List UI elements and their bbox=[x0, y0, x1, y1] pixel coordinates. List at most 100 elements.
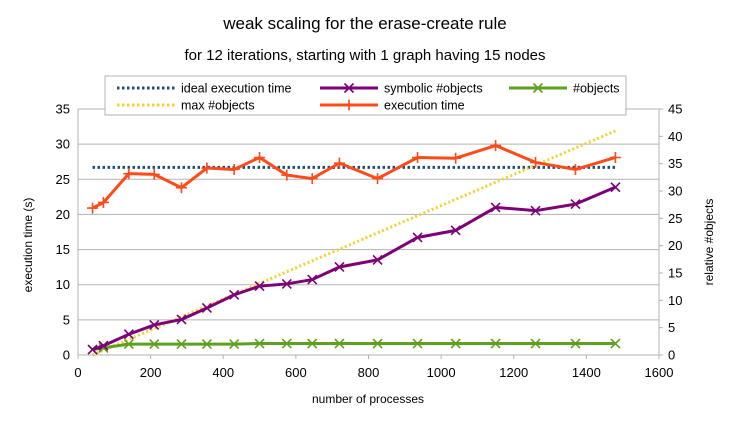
data-point-symbolic-objects bbox=[450, 225, 461, 236]
y2-tick-label: 0 bbox=[668, 348, 675, 363]
y-tick-label: 35 bbox=[56, 102, 70, 117]
legend-marker bbox=[343, 99, 355, 111]
data-point-symbolic-objects bbox=[149, 319, 160, 330]
x-tick-label: 800 bbox=[358, 365, 380, 380]
data-point-objects bbox=[201, 339, 212, 350]
legend-box bbox=[104, 75, 627, 116]
series-line-execution-time bbox=[91, 144, 616, 210]
data-point-execution-time bbox=[254, 151, 266, 163]
x-tick-label: 600 bbox=[285, 365, 307, 380]
legend-item-symbolic-objects: symbolic #objects bbox=[320, 82, 483, 96]
y2-tick-label: 10 bbox=[668, 293, 682, 308]
data-point-symbolic-objects bbox=[490, 202, 501, 213]
data-point-objects bbox=[530, 338, 541, 349]
data-point-symbolic-objects bbox=[229, 289, 240, 300]
series-line-objects bbox=[92, 342, 616, 352]
data-point-symbolic-objects bbox=[372, 254, 383, 265]
y2-tick-label: 35 bbox=[668, 156, 682, 171]
data-point-symbolic-objects bbox=[530, 205, 541, 216]
y-tick-label: 25 bbox=[56, 172, 70, 187]
chart-subtitle: for 12 iterations, starting with 1 graph… bbox=[184, 47, 545, 64]
data-point-execution-time bbox=[228, 163, 240, 175]
plot-area bbox=[87, 129, 621, 357]
x-tick-label: 1200 bbox=[499, 365, 528, 380]
data-point-symbolic-objects bbox=[334, 261, 345, 273]
data-point-symbolic-objects bbox=[201, 302, 212, 314]
data-point-symbolic-objects bbox=[412, 232, 423, 243]
axes: 0 5 10 15 20 25 30 35 0 5 10 15 20 25 30 35 40 45 0 200 400 6… bbox=[56, 102, 683, 381]
data-point-execution-time bbox=[175, 182, 187, 194]
legend-item-execution-time: execution time bbox=[320, 99, 465, 113]
x-tick-label: 200 bbox=[140, 365, 162, 380]
series-execution-time bbox=[87, 140, 621, 214]
data-point-execution-time bbox=[412, 151, 424, 163]
legend-marker bbox=[532, 82, 544, 94]
data-point-objects bbox=[372, 338, 383, 349]
y2-tick-label: 5 bbox=[668, 320, 675, 335]
data-point-objects bbox=[450, 338, 461, 349]
data-point-symbolic-objects bbox=[570, 199, 581, 210]
legend-item-ideal-execution-time: ideal execution time bbox=[117, 82, 292, 96]
y2-tick-label: 40 bbox=[668, 129, 682, 144]
data-point-execution-time bbox=[281, 169, 293, 181]
x-tick-label: 1000 bbox=[427, 365, 456, 380]
series-line-symbolic-objects bbox=[92, 185, 617, 351]
data-point-execution-time bbox=[201, 162, 213, 174]
legend: ideal execution time symbolic #objects #ob… bbox=[104, 75, 627, 116]
legend-label: execution time bbox=[384, 99, 465, 113]
y2-tick-label: 20 bbox=[668, 238, 682, 253]
y2-tick-label: 45 bbox=[668, 102, 682, 117]
data-point-objects bbox=[570, 338, 581, 349]
data-point-objects bbox=[149, 339, 160, 350]
x-tick-label: 0 bbox=[74, 365, 81, 380]
legend-item-max-objects: max #objects bbox=[117, 99, 255, 113]
data-point-objects bbox=[490, 338, 501, 349]
y-tick-label: 5 bbox=[63, 312, 70, 327]
data-point-execution-time bbox=[148, 168, 160, 180]
y-tick-label: 10 bbox=[56, 277, 70, 292]
x-tick-label: 1400 bbox=[572, 365, 601, 380]
y2-axis-title: relative #objects bbox=[702, 199, 716, 286]
y2-tick-label: 25 bbox=[668, 211, 682, 226]
x-axis-title: number of processes bbox=[312, 392, 424, 406]
data-point-symbolic-objects bbox=[254, 281, 265, 292]
data-point-objects bbox=[176, 339, 187, 350]
data-point-symbolic-objects bbox=[610, 182, 621, 193]
data-point-symbolic-objects bbox=[307, 274, 318, 285]
data-point-symbolic-objects bbox=[87, 344, 98, 355]
data-point-execution-time bbox=[490, 140, 502, 152]
data-point-symbolic-objects bbox=[98, 340, 109, 351]
series-objects bbox=[87, 338, 621, 355]
data-point-objects bbox=[229, 339, 240, 350]
y2-tick-label: 30 bbox=[668, 184, 682, 199]
grid bbox=[78, 108, 659, 356]
data-point-objects bbox=[307, 338, 318, 349]
data-point-objects bbox=[281, 338, 292, 349]
legend-item-objects: #objects bbox=[509, 82, 620, 96]
x-tick-label: 400 bbox=[212, 365, 234, 380]
data-point-symbolic-objects bbox=[176, 314, 187, 325]
data-point-objects bbox=[123, 339, 134, 350]
data-point-execution-time bbox=[97, 196, 109, 208]
data-point-execution-time bbox=[87, 202, 99, 214]
data-point-objects bbox=[412, 338, 423, 349]
legend-marker bbox=[343, 82, 355, 94]
y-tick-label: 20 bbox=[56, 207, 70, 222]
chart-title: weak scaling for the erase-create rule bbox=[222, 14, 506, 33]
y-tick-label: 30 bbox=[56, 137, 70, 152]
legend-label: ideal execution time bbox=[181, 82, 292, 96]
data-point-execution-time bbox=[333, 157, 345, 169]
x-tick-label: 1600 bbox=[645, 365, 674, 380]
data-point-objects bbox=[334, 338, 345, 349]
data-point-execution-time bbox=[306, 173, 318, 185]
data-point-execution-time bbox=[609, 151, 621, 163]
y-tick-label: 0 bbox=[63, 348, 70, 363]
data-point-symbolic-objects bbox=[281, 278, 292, 289]
series-symbolic-objects bbox=[87, 182, 621, 355]
y2-tick-label: 15 bbox=[668, 266, 682, 281]
legend-label: symbolic #objects bbox=[384, 82, 483, 96]
data-point-execution-time bbox=[372, 173, 384, 185]
legend-label: #objects bbox=[573, 82, 620, 96]
